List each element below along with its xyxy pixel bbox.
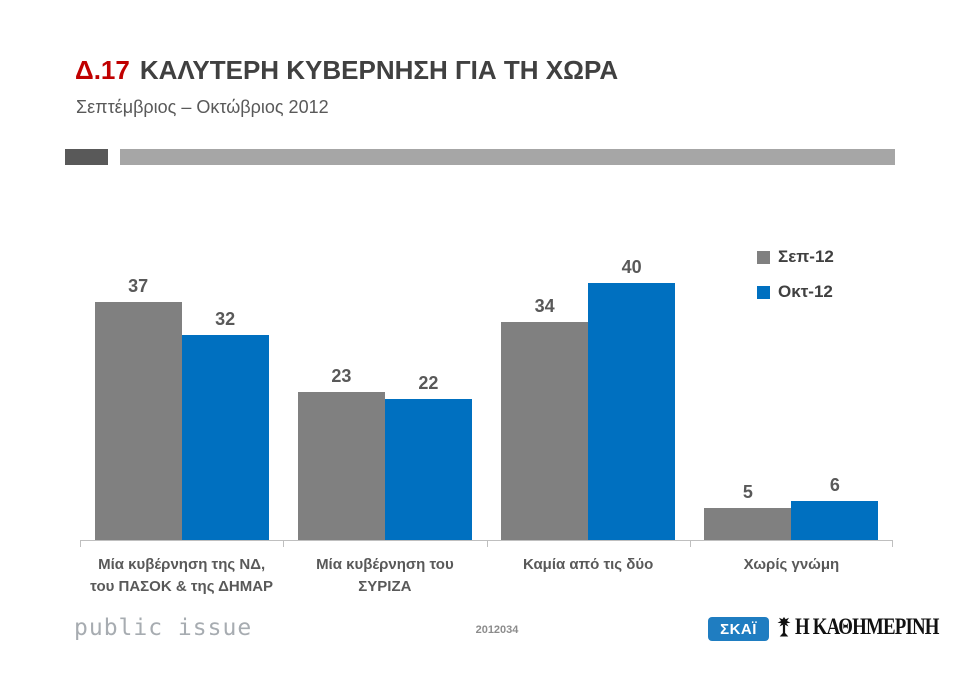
legend-swatch-sep12 <box>757 250 770 264</box>
bar-value-label: 40 <box>621 257 642 277</box>
kathimerini-logo: Η ΚΑΘΗΜΕΡΙΝΗ <box>776 613 960 641</box>
bar-value-label: 22 <box>418 373 439 393</box>
bar-value-label: 32 <box>215 309 236 329</box>
bar-Οκτ-12-cat4 <box>791 501 879 540</box>
bar-value-label: 5 <box>742 482 753 502</box>
legend-item-okt12: Οκτ-12 <box>757 282 834 302</box>
category-label-3: Καμία από τις δύο <box>522 556 654 573</box>
divider-light-segment <box>120 149 895 165</box>
skai-logo: ΣΚΑΪ <box>708 617 769 641</box>
bar-column: 23 <box>297 366 385 540</box>
kathimerini-logo-text: Η ΚΑΘΗΜΕΡΙΝΗ <box>795 614 939 639</box>
category-label-1: Μία κυβέρνηση της ΝΔ, του ΠΑΣΟΚ & της ΔΗ… <box>90 556 274 595</box>
legend-item-sep12: Σεπ-12 <box>757 247 834 267</box>
bar-Οκτ-12-cat2 <box>384 399 472 540</box>
bar-column: 37 <box>94 276 182 540</box>
bar-column: 5 <box>704 482 792 540</box>
legend-label-sep12: Σεπ-12 <box>778 247 834 266</box>
bar-value-label: 23 <box>331 366 352 386</box>
eagle-icon <box>776 616 792 638</box>
bar-column: 22 <box>384 373 472 540</box>
survey-code: 2012034 <box>475 624 519 636</box>
bar-group-3: 34 40 <box>487 248 690 540</box>
category-labels: Μία κυβέρνηση της ΝΔ, του ΠΑΣΟΚ & της ΔΗ… <box>80 554 893 598</box>
bar-group-2: 23 22 <box>283 248 486 540</box>
bar-column: 40 <box>588 257 676 540</box>
plot-area: 37 32 23 22 34 40 5 6 <box>80 248 893 541</box>
category-label-2: Μία κυβέρνηση του ΣΥΡΙΖΑ <box>316 556 454 595</box>
axis-tick <box>283 541 284 547</box>
public-issue-logo: public issue <box>74 615 253 641</box>
category-label-4: Χωρίς γνώμη <box>743 556 840 573</box>
bar-value-label: 34 <box>534 296 555 316</box>
question-code: Δ.17 <box>75 55 130 85</box>
subtitle: Σεπτέμβριος – Οκτώβριος 2012 <box>76 97 329 117</box>
axis-tick <box>892 541 893 547</box>
page-title: Δ.17 ΚΑΛΥΤΕΡΗ ΚΥΒΕΡΝΗΣΗ ΓΙΑ ΤΗ ΧΩΡΑ <box>75 55 618 86</box>
bar-Σεπ-12-cat2 <box>297 392 385 540</box>
axis-tick <box>80 541 81 547</box>
bar-Οκτ-12-cat3 <box>588 283 676 540</box>
skai-logo-text: ΣΚΑΪ <box>720 620 757 638</box>
bar-value-label: 6 <box>829 475 840 495</box>
bar-Οκτ-12-cat1 <box>181 335 269 540</box>
axis-tick <box>487 541 488 547</box>
bar-group-1: 37 32 <box>80 248 283 540</box>
bar-Σεπ-12-cat3 <box>501 322 589 540</box>
legend-label-okt12: Οκτ-12 <box>778 282 833 301</box>
title-text: ΚΑΛΥΤΕΡΗ ΚΥΒΕΡΝΗΣΗ ΓΙΑ ΤΗ ΧΩΡΑ <box>139 55 619 85</box>
axis-ticks <box>80 541 893 547</box>
bar-Σεπ-12-cat4 <box>704 508 792 540</box>
bar-column: 6 <box>791 475 879 540</box>
legend-swatch-okt12 <box>757 285 770 299</box>
bar-value-label: 37 <box>128 276 149 296</box>
bar-column: 34 <box>501 296 589 540</box>
divider-dark-segment <box>65 149 108 165</box>
bar-column: 32 <box>181 309 269 540</box>
legend: Σεπ-12 Οκτ-12 <box>757 247 834 317</box>
axis-tick <box>690 541 691 547</box>
bar-Σεπ-12-cat1 <box>94 302 182 540</box>
